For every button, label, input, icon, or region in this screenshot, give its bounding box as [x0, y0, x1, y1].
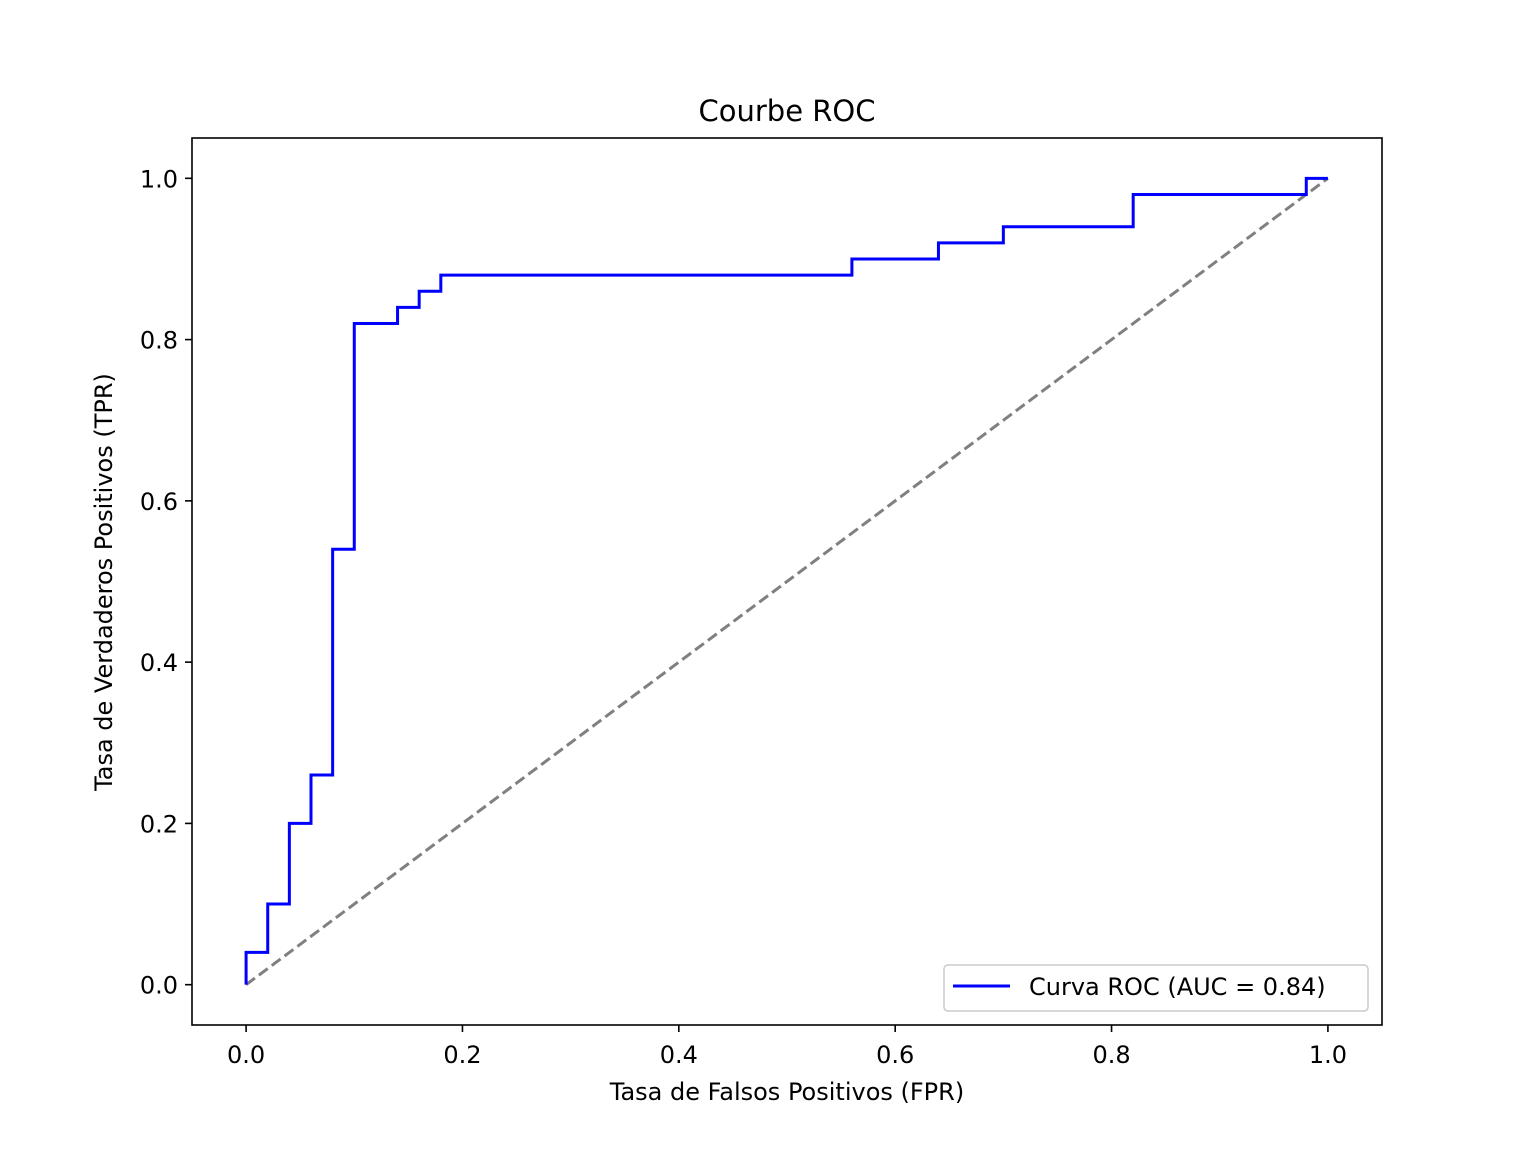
chart-title: Courbe ROC	[699, 94, 876, 128]
y-tick-label: 1.0	[140, 165, 178, 193]
y-tick-label: 0.6	[140, 488, 178, 516]
x-tick-label: 0.2	[443, 1041, 481, 1069]
x-tick-label: 1.0	[1309, 1041, 1347, 1069]
y-axis-label: Tasa de Verdaderos Positivos (TPR)	[90, 373, 118, 792]
legend-label-roc: Curva ROC (AUC = 0.84)	[1029, 973, 1326, 1001]
legend: Curva ROC (AUC = 0.84)	[943, 964, 1369, 1012]
x-axis-ticks: 0.0 0.2 0.4 0.6 0.8 1.0	[227, 1025, 1347, 1069]
y-tick-label: 0.8	[140, 327, 178, 355]
roc-curve-line	[244, 176, 1328, 985]
y-tick-label: 0.2	[140, 810, 178, 838]
x-tick-label: 0.8	[1092, 1041, 1130, 1069]
x-tick-label: 0.0	[227, 1041, 265, 1069]
diagonal-reference-line	[245, 177, 1329, 986]
series-layer	[244, 176, 1329, 986]
x-axis-label: Tasa de Falsos Positivos (FPR)	[609, 1078, 964, 1106]
x-tick-label: 0.6	[876, 1041, 914, 1069]
plot-area-frame	[191, 137, 1383, 1026]
x-tick-label: 0.4	[660, 1041, 698, 1069]
y-tick-label: 0.0	[140, 972, 178, 1000]
y-axis-ticks: 0.0 0.2 0.4 0.6 0.8 1.0	[140, 165, 192, 1000]
y-tick-label: 0.4	[140, 649, 178, 677]
legend-box	[943, 964, 1369, 1012]
